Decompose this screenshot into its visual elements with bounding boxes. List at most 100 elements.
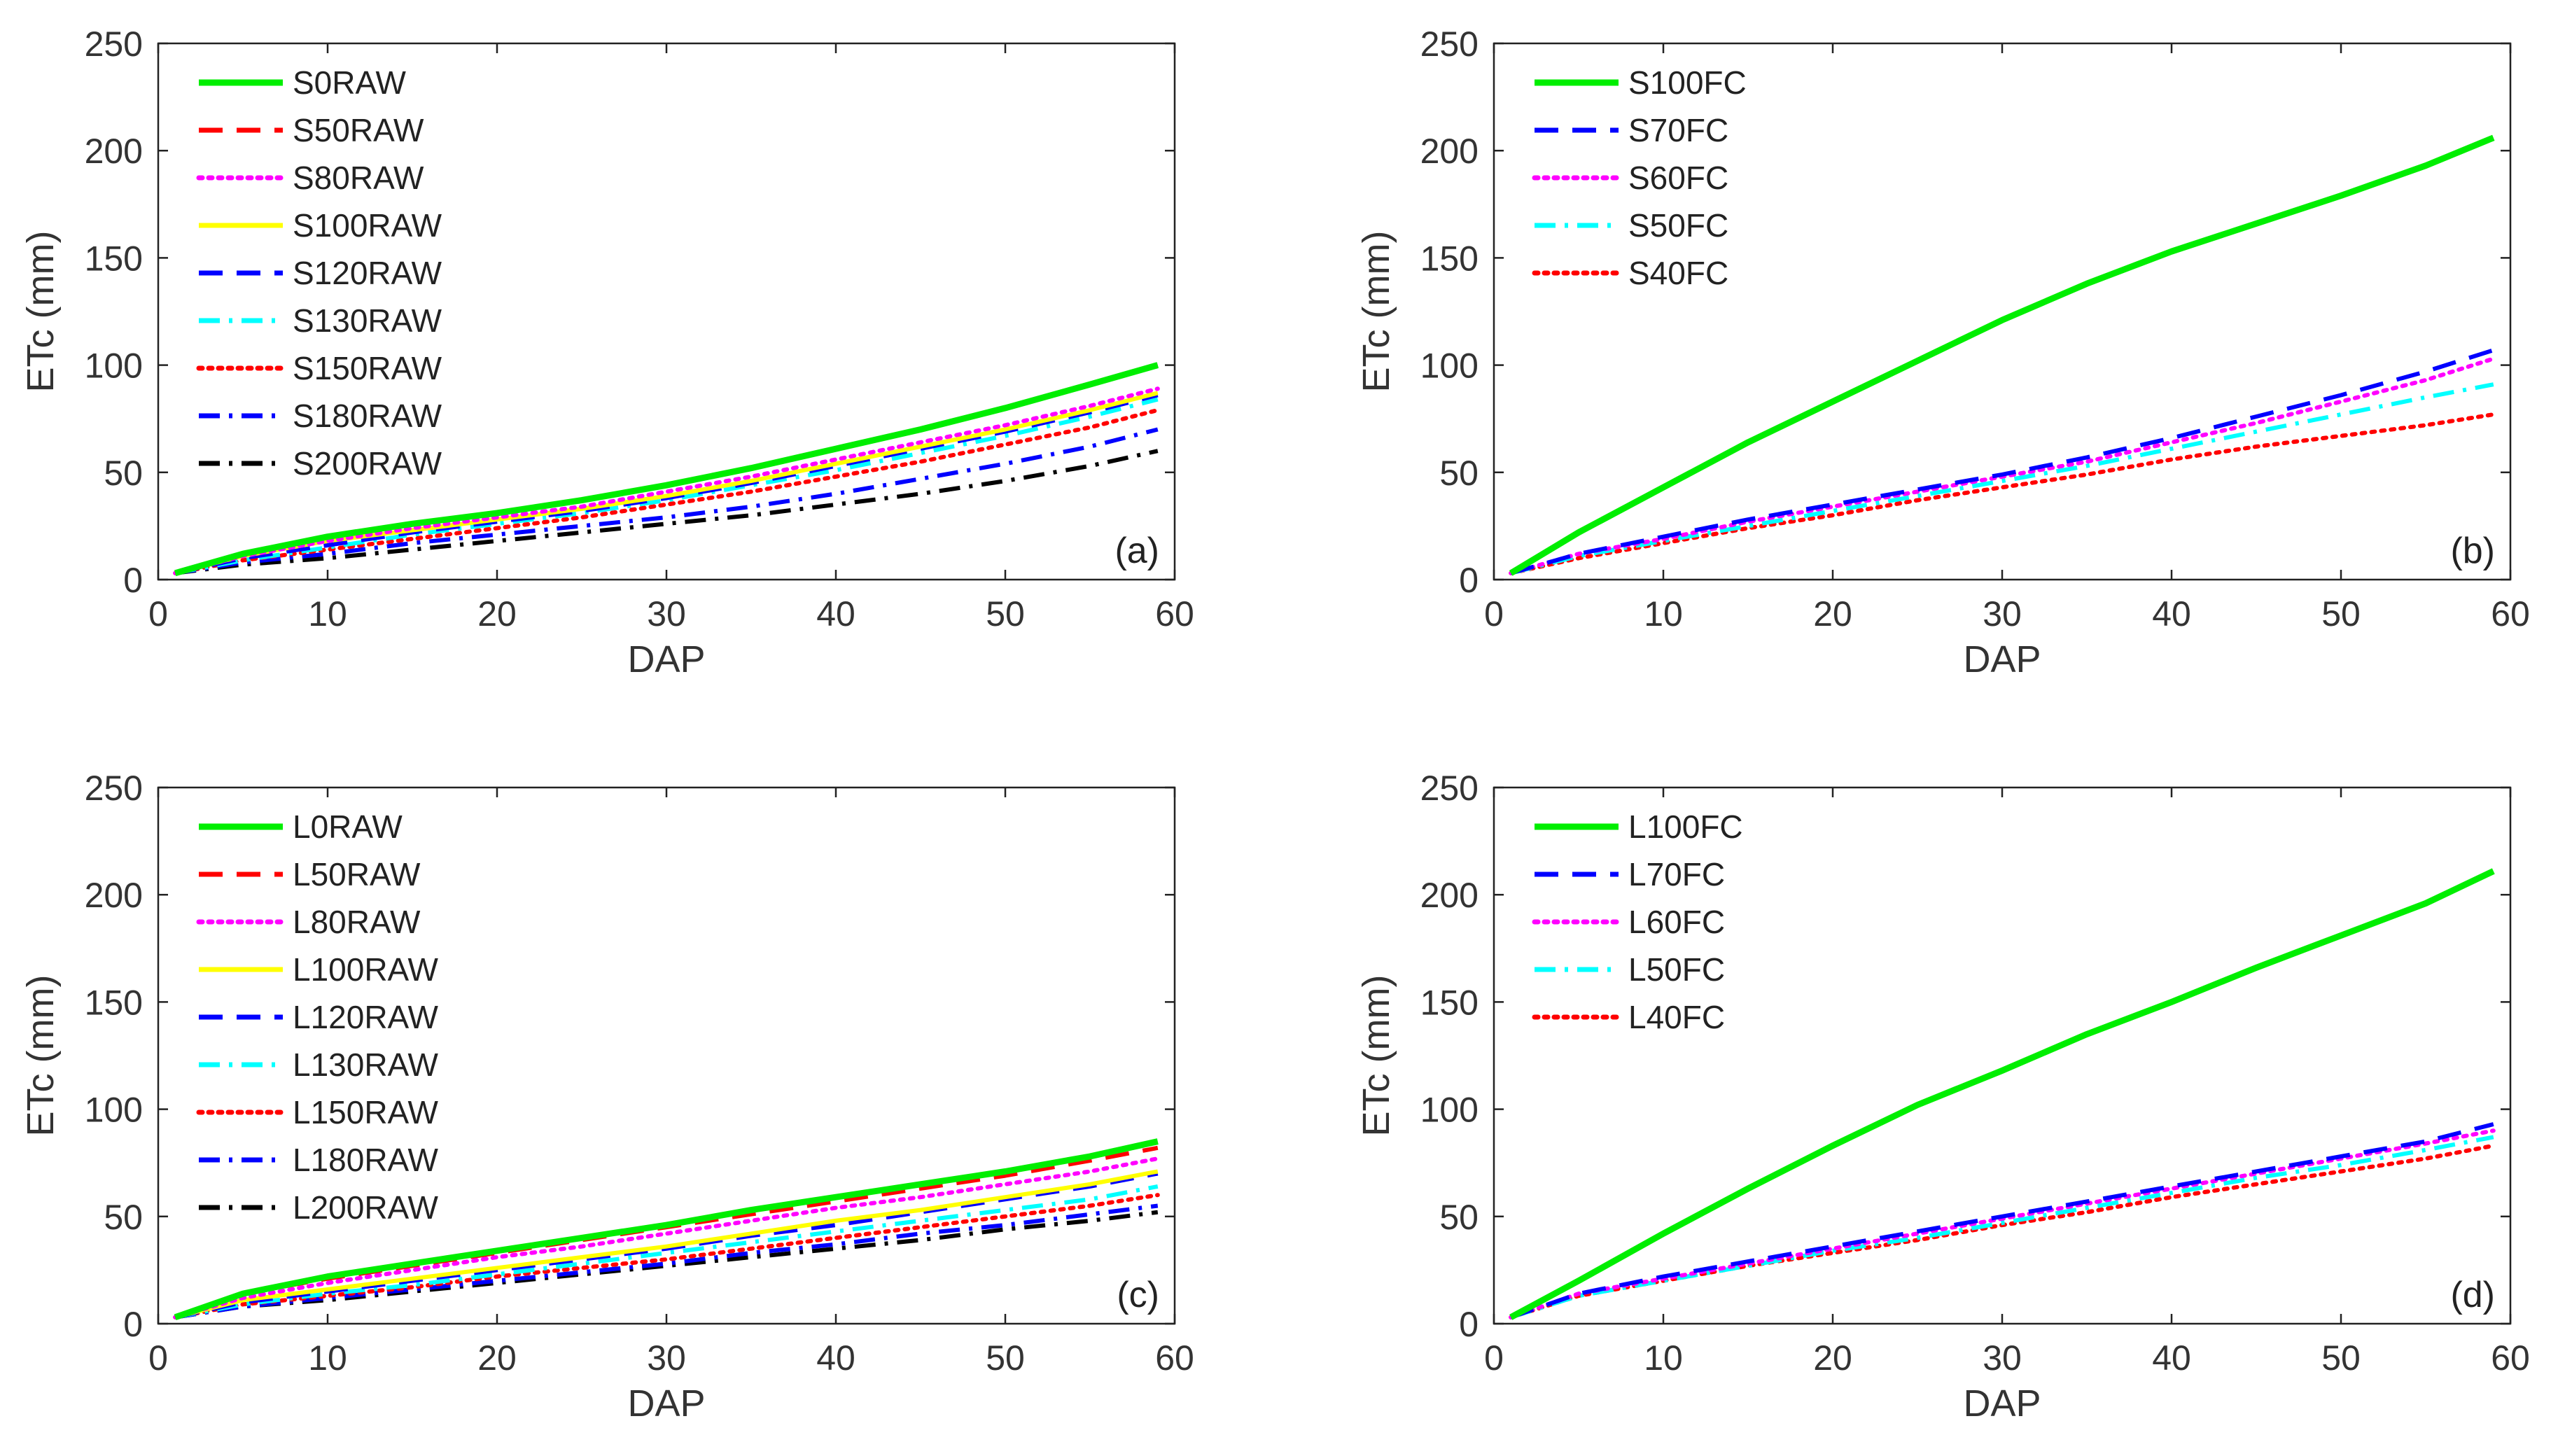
x-tick-label: 20	[1813, 594, 1852, 634]
series-line-l0raw	[174, 1138, 1159, 1321]
x-tick-label: 0	[1484, 1338, 1504, 1378]
panel-label: (d)	[2450, 1275, 2495, 1315]
y-tick-label: 250	[85, 24, 143, 64]
y-tick-label: 0	[1459, 561, 1479, 600]
series-line-s80raw	[173, 386, 1160, 575]
y-tick-label: 50	[1439, 454, 1479, 493]
series-line-l150raw	[173, 1193, 1160, 1320]
x-tick-label: 30	[647, 594, 686, 634]
legend-label: L180RAW	[293, 1142, 439, 1178]
legend-label: S50FC	[1628, 207, 1728, 244]
legend-label: S40FC	[1628, 255, 1728, 291]
series-line-s50fc	[1510, 382, 2494, 575]
y-tick-label: 100	[85, 1091, 143, 1130]
legend-label: S70FC	[1628, 112, 1728, 148]
legend-label: S180RAW	[293, 398, 442, 434]
x-tick-label: 30	[1983, 1338, 2022, 1378]
panel-a: 0 10 20 30 40 50 60 0 50 100 150 200 250 DAP ETc (mm) S…	[20, 24, 1194, 680]
x-tick-label: 20	[1813, 1338, 1852, 1378]
x-tick-label: 20	[477, 1338, 517, 1378]
y-tick-label: 250	[85, 769, 143, 808]
x-tick-label: 0	[148, 1338, 168, 1378]
y-tick-label: 250	[1420, 24, 1479, 64]
legend-label: S80RAW	[293, 160, 424, 196]
y-tick-label: 150	[85, 983, 143, 1022]
panel-d: 0 10 20 30 40 50 60 0 50 100 150 200 250 DAP ETc (mm) L…	[1355, 769, 2530, 1424]
y-tick-label: 200	[85, 876, 143, 915]
x-axis-title: DAP	[627, 1382, 705, 1424]
y-tick-label: 50	[1439, 1198, 1479, 1237]
y-tick-label: 100	[1420, 346, 1479, 386]
x-tick-label: 30	[1983, 594, 2022, 634]
series-line-l60fc	[1509, 1128, 2496, 1320]
series-line-l50fc	[1510, 1135, 2494, 1320]
x-tick-label: 10	[1644, 1338, 1683, 1378]
legend-label: L150RAW	[293, 1094, 439, 1130]
x-tick-label: 50	[2321, 1338, 2361, 1378]
x-tick-label: 40	[2152, 594, 2191, 634]
panel-c: 0 10 20 30 40 50 60 0 50 100 150 200 250 DAP ETc (mm) L…	[20, 769, 1194, 1424]
y-tick-label: 150	[1420, 983, 1479, 1022]
x-tick-label: 50	[986, 1338, 1025, 1378]
series-group	[1509, 868, 2496, 1320]
x-tick-label: 10	[1644, 594, 1683, 634]
series-line-s120raw	[174, 393, 1159, 575]
x-tick-label: 50	[986, 594, 1025, 634]
series-line-s0raw	[174, 362, 1159, 577]
y-tick-label: 150	[85, 239, 143, 278]
legend-label: L200RAW	[293, 1189, 439, 1226]
panel-label: (a)	[1114, 531, 1159, 571]
series-line-s70fc	[1510, 348, 2494, 575]
x-tick-label: 20	[477, 594, 517, 634]
x-axis-title: DAP	[627, 638, 705, 680]
panel-label: (c)	[1117, 1275, 1159, 1315]
x-tick-label: 60	[1155, 594, 1194, 634]
legend-label: L70FC	[1628, 856, 1725, 892]
legend-label: L100FC	[1628, 808, 1743, 845]
legend-label: L40FC	[1628, 999, 1725, 1035]
legend-label: L80RAW	[293, 904, 421, 940]
y-tick-label: 0	[1459, 1305, 1479, 1344]
x-tick-label: 60	[1155, 1338, 1194, 1378]
y-axis-title: ETc (mm)	[1355, 231, 1397, 393]
x-tick-label: 50	[2321, 594, 2361, 634]
series-line-s100fc	[1509, 134, 2495, 576]
x-tick-label: 60	[2491, 594, 2530, 634]
legend-label: S120RAW	[293, 255, 442, 291]
x-tick-label: 40	[816, 594, 855, 634]
series-line-l100raw	[174, 1169, 1159, 1320]
legend-label: L50RAW	[293, 856, 421, 892]
legend-label: S50RAW	[293, 112, 424, 148]
series-group	[173, 1138, 1160, 1321]
series-line-l100fc	[1509, 868, 2495, 1320]
legend-label: S100FC	[1628, 64, 1747, 101]
x-tick-label: 40	[816, 1338, 855, 1378]
legend-label: S60FC	[1628, 160, 1728, 196]
series-group	[173, 362, 1160, 577]
legend-label: S150RAW	[293, 350, 442, 386]
y-tick-label: 100	[85, 346, 143, 386]
legend-label: L50FC	[1628, 951, 1725, 988]
y-axis-title: ETc (mm)	[1355, 975, 1397, 1137]
x-tick-label: 60	[2491, 1338, 2530, 1378]
y-tick-label: 100	[1420, 1091, 1479, 1130]
series-group	[1509, 134, 2496, 576]
x-tick-label: 40	[2152, 1338, 2191, 1378]
y-tick-label: 200	[85, 132, 143, 171]
x-axis-title: DAP	[1963, 1382, 2041, 1424]
y-tick-label: 200	[1420, 876, 1479, 915]
panel-label: (b)	[2450, 531, 2495, 571]
legend-label: L0RAW	[293, 808, 403, 845]
y-tick-label: 0	[123, 561, 143, 600]
series-line-l70fc	[1510, 1122, 2494, 1320]
x-tick-label: 0	[148, 594, 168, 634]
y-tick-label: 50	[104, 1198, 143, 1237]
x-tick-label: 0	[1484, 594, 1504, 634]
x-tick-label: 10	[308, 594, 347, 634]
legend-label: S0RAW	[293, 64, 406, 101]
legend-label: S100RAW	[293, 207, 442, 244]
legend-label: S130RAW	[293, 302, 442, 339]
panel-b: 0 10 20 30 40 50 60 0 50 100 150 200 250 DAP ETc (mm) S…	[1355, 24, 2530, 680]
legend-label: L100RAW	[293, 951, 439, 988]
